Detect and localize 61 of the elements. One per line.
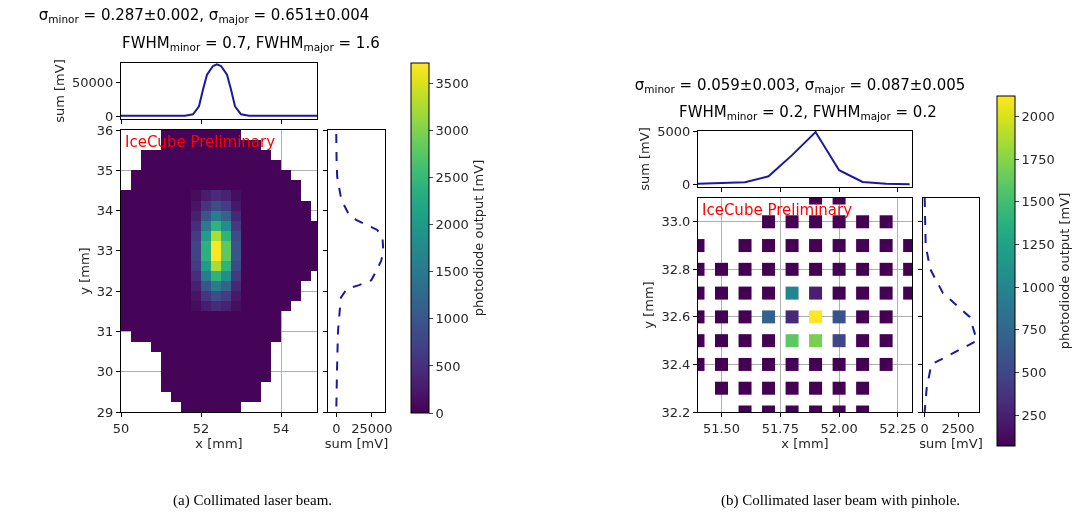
y-tick-label: 33 [96, 243, 114, 259]
x-tick-label: 25000 [351, 420, 393, 436]
y-tick-label: 31 [96, 323, 114, 339]
color-bar-label: 2000 [1021, 109, 1055, 125]
color-bar-label: 2500 [435, 170, 469, 186]
y-tick-label: 0 [682, 177, 691, 193]
y-tick-label: 32.4 [661, 356, 691, 372]
y-axis-title: sum [mV] [51, 59, 67, 123]
y-tick-label: 5000 [657, 123, 691, 139]
y-axis-title: y [mm] [76, 247, 92, 295]
y-tick-label: 36 [96, 122, 114, 138]
x-tick-label: 54 [272, 420, 290, 436]
color-bar-label: 1750 [1021, 151, 1055, 167]
y-tick-label: 32 [96, 283, 114, 299]
y-tick-label: 50000 [72, 75, 114, 91]
x-tick-label: 50 [112, 420, 130, 436]
color-bar-label: 1250 [1021, 237, 1055, 253]
x-tick-label: 52.00 [820, 420, 858, 436]
y-tick-label: 32.2 [661, 404, 691, 420]
x-tick-label: 51.50 [702, 420, 741, 436]
color-bar-label: 500 [435, 358, 461, 374]
color-bar-label: 750 [1021, 322, 1047, 338]
x-axis-title: x [mm] [781, 436, 829, 452]
chart-subtitle: FWHM$_{minor}$ = 0.7, FWHM$_{major}$ = 1.6 [122, 34, 380, 54]
y-tick-label: 32.8 [661, 261, 691, 277]
color-bar-label: 1000 [1021, 279, 1055, 295]
y-tick-label: 32.6 [661, 309, 691, 325]
y-tick-label: 0 [105, 108, 114, 124]
annotation: IceCube Preliminary [702, 201, 853, 219]
color-bar-label: 3500 [435, 76, 469, 92]
y-tick-label: 33.0 [661, 214, 691, 230]
chart-subtitle: FWHM$_{minor}$ = 0.2, FWHM$_{major}$ = 0.2 [679, 103, 937, 123]
y-axis-title: sum [mV] [637, 127, 653, 191]
x-axis-title: sum [mV] [919, 436, 983, 452]
y-tick-label: 34 [96, 203, 114, 219]
chart-title: σ$_{minor}$ = 0.059±0.003, σ$_{major}$ = 0.087±0.005 [634, 76, 966, 96]
color-bar-label: 2000 [435, 217, 469, 233]
color-bar-label: 500 [1021, 365, 1047, 381]
chart-title: σ$_{minor}$ = 0.287±0.002, σ$_{major}$ = 0.651±0.004 [38, 6, 370, 26]
x-tick-label: 0 [332, 420, 341, 436]
color-bar-label: 0 [435, 405, 444, 421]
x-tick-label: 0 [920, 420, 929, 436]
x-tick-label: 51.75 [761, 420, 799, 436]
color-bar-title: photodiode output [mV] [470, 159, 486, 317]
y-axis-title: y [mm] [641, 281, 657, 329]
x-axis-title: sum [mV] [324, 436, 389, 452]
text: (b) Collimated laser beam with pinhole. [721, 492, 961, 509]
color-bar-label: 1500 [435, 264, 469, 280]
color-bar-label: 1000 [435, 311, 469, 327]
color-bar-label: 3000 [435, 123, 469, 139]
color-bar-label: 250 [1021, 407, 1047, 423]
y-tick-label: 30 [96, 364, 114, 380]
color-bar-title: photodiode output [mV] [1056, 192, 1072, 350]
text: (a) Collimated laser beam. [173, 492, 333, 509]
y-tick-label: 29 [96, 404, 114, 420]
x-tick-label: 2500 [941, 420, 975, 436]
x-tick-label: 52.25 [879, 420, 917, 436]
x-axis-title: x [mm] [195, 436, 243, 452]
color-bar-label: 1500 [1021, 194, 1055, 210]
y-tick-label: 35 [96, 162, 114, 178]
x-tick-label: 52 [192, 420, 210, 436]
